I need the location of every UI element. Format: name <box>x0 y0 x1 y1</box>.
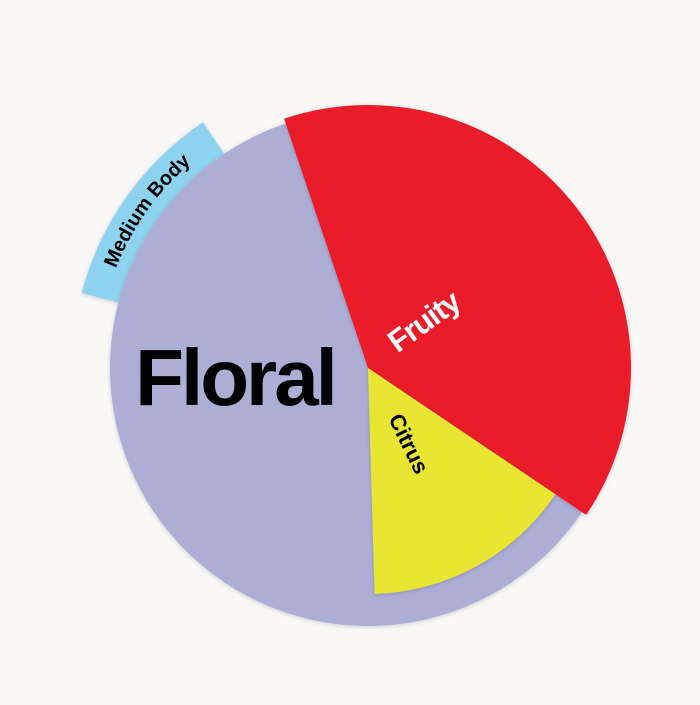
slice-label-floral: Floral <box>135 333 335 422</box>
pie-slice-fruity <box>284 105 631 515</box>
pie-slice-citrus <box>368 368 556 594</box>
ring-segment-medium-body <box>81 122 225 303</box>
